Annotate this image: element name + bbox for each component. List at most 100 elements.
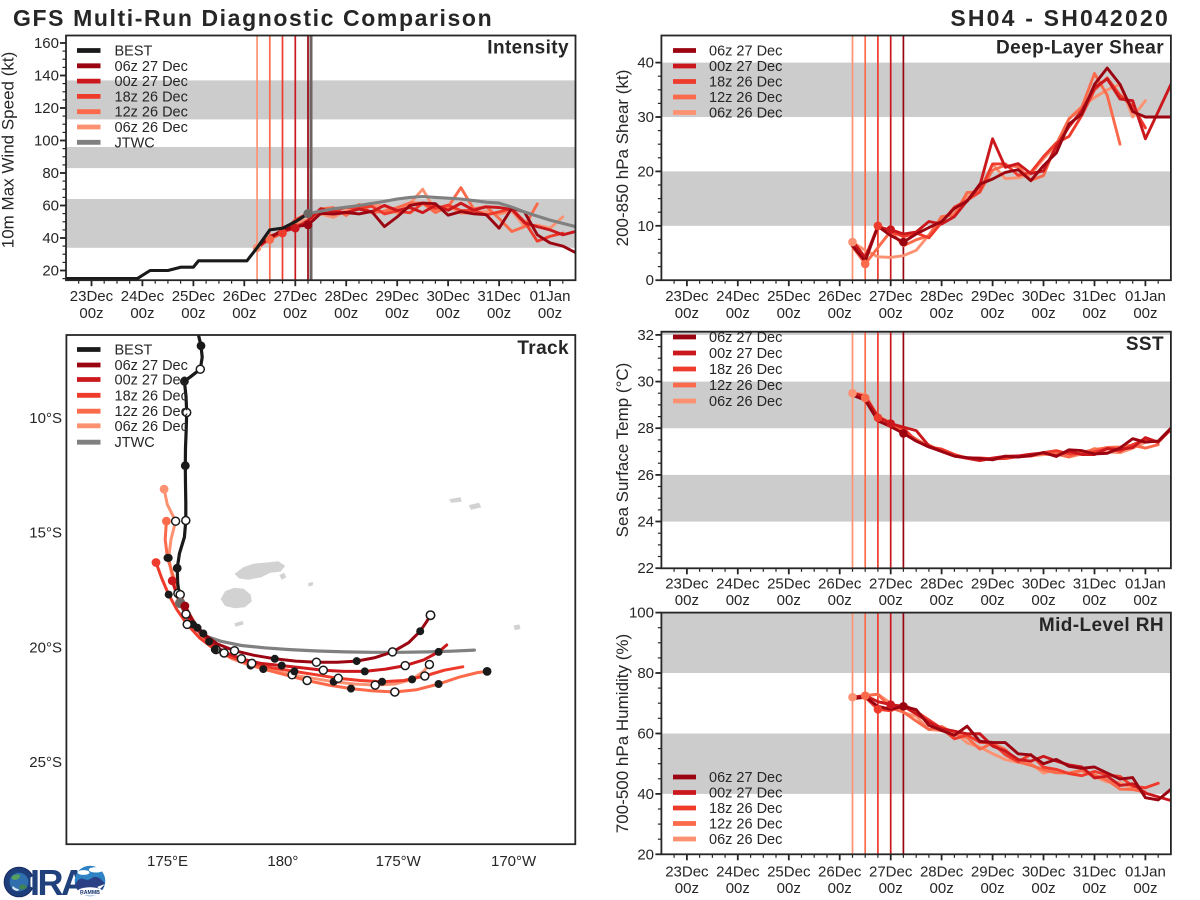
svg-text:12z 26 Dec: 12z 26 Dec <box>115 404 188 420</box>
svg-text:29Dec: 29Dec <box>971 576 1015 593</box>
svg-text:26Dec: 26Dec <box>223 288 267 305</box>
svg-text:18z 26 Dec: 18z 26 Dec <box>709 362 782 378</box>
svg-text:26Dec: 26Dec <box>818 864 862 881</box>
svg-text:30Dec: 30Dec <box>1022 288 1066 305</box>
svg-text:00z: 00z <box>1082 880 1106 897</box>
svg-text:12z 26 Dec: 12z 26 Dec <box>709 378 782 394</box>
svg-text:24: 24 <box>637 514 654 531</box>
svg-text:00z: 00z <box>1133 880 1157 897</box>
svg-text:29Dec: 29Dec <box>971 288 1015 305</box>
svg-text:24Dec: 24Dec <box>121 288 165 305</box>
svg-text:00z: 00z <box>675 592 699 609</box>
svg-text:00z: 00z <box>79 305 103 322</box>
svg-text:23Dec: 23Dec <box>70 288 114 305</box>
svg-text:23Dec: 23Dec <box>665 576 709 593</box>
svg-text:12z 26 Dec: 12z 26 Dec <box>115 105 188 121</box>
svg-text:BEST: BEST <box>115 343 153 359</box>
svg-text:26Dec: 26Dec <box>818 576 862 593</box>
svg-text:00z: 00z <box>980 305 1004 322</box>
svg-text:40: 40 <box>637 55 654 72</box>
svg-text:Sea Surface Temp (°C): Sea Surface Temp (°C) <box>613 363 632 538</box>
svg-text:31Dec: 31Dec <box>1073 288 1117 305</box>
svg-text:40: 40 <box>42 230 59 247</box>
svg-text:15°S: 15°S <box>29 525 62 542</box>
svg-text:10°S: 10°S <box>29 410 62 427</box>
svg-text:20°S: 20°S <box>29 639 62 656</box>
svg-text:175°W: 175°W <box>376 853 422 870</box>
svg-text:00z 27 Dec: 00z 27 Dec <box>709 346 782 362</box>
svg-text:00z: 00z <box>1031 592 1055 609</box>
svg-text:00z: 00z <box>828 592 852 609</box>
svg-text:06z 27 Dec: 06z 27 Dec <box>115 59 188 75</box>
svg-text:12z 26 Dec: 12z 26 Dec <box>709 817 782 833</box>
svg-text:00z: 00z <box>283 305 307 322</box>
svg-text:06z 27 Dec: 06z 27 Dec <box>709 770 782 786</box>
svg-text:00z: 00z <box>1133 305 1157 322</box>
svg-text:00z: 00z <box>930 880 954 897</box>
svg-text:00z: 00z <box>980 592 1004 609</box>
svg-text:23Dec: 23Dec <box>665 864 709 881</box>
svg-text:27Dec: 27Dec <box>869 864 913 881</box>
svg-text:GFS Multi-Run Diagnostic Compa: GFS Multi-Run Diagnostic Comparison <box>13 5 493 31</box>
svg-text:160: 160 <box>34 35 59 52</box>
svg-text:00z: 00z <box>879 592 903 609</box>
svg-text:28Dec: 28Dec <box>920 288 964 305</box>
svg-text:25Dec: 25Dec <box>767 288 811 305</box>
svg-text:32: 32 <box>637 327 654 344</box>
svg-text:00z: 00z <box>930 592 954 609</box>
svg-text:80: 80 <box>637 665 654 682</box>
svg-text:22: 22 <box>637 560 654 577</box>
svg-text:28: 28 <box>637 420 654 437</box>
svg-text:100: 100 <box>34 133 59 150</box>
svg-text:00z 27 Dec: 00z 27 Dec <box>709 786 782 802</box>
svg-text:30Dec: 30Dec <box>426 288 470 305</box>
svg-text:00z: 00z <box>385 305 409 322</box>
svg-text:10m Max Wind Speed (kt): 10m Max Wind Speed (kt) <box>0 52 18 249</box>
svg-text:180°: 180° <box>267 853 298 870</box>
svg-text:80: 80 <box>42 165 59 182</box>
svg-text:00z: 00z <box>1031 880 1055 897</box>
svg-text:200-850 hPa Shear (kt): 200-850 hPa Shear (kt) <box>613 70 632 247</box>
svg-text:25°S: 25°S <box>29 754 62 771</box>
svg-text:00z: 00z <box>1133 592 1157 609</box>
svg-text:01Jan: 01Jan <box>530 288 571 305</box>
svg-text:27Dec: 27Dec <box>869 576 913 593</box>
svg-text:26: 26 <box>637 467 654 484</box>
svg-text:31Dec: 31Dec <box>1073 864 1117 881</box>
svg-text:24Dec: 24Dec <box>716 576 760 593</box>
svg-text:170°W: 170°W <box>491 853 537 870</box>
svg-text:00z: 00z <box>1082 592 1106 609</box>
svg-text:06z 26 Dec: 06z 26 Dec <box>709 394 782 410</box>
svg-text:30: 30 <box>637 109 654 126</box>
svg-text:00z: 00z <box>538 305 562 322</box>
svg-text:01Jan: 01Jan <box>1125 864 1166 881</box>
svg-text:29Dec: 29Dec <box>971 864 1015 881</box>
svg-text:01Jan: 01Jan <box>1125 576 1166 593</box>
svg-text:28Dec: 28Dec <box>325 288 369 305</box>
svg-text:27Dec: 27Dec <box>869 288 913 305</box>
svg-text:28Dec: 28Dec <box>920 864 964 881</box>
svg-text:Deep-Layer Shear: Deep-Layer Shear <box>996 38 1164 59</box>
svg-text:00z: 00z <box>436 305 460 322</box>
svg-text:00z 27 Dec: 00z 27 Dec <box>115 373 188 389</box>
svg-text:00z: 00z <box>980 880 1004 897</box>
svg-text:00z: 00z <box>675 880 699 897</box>
svg-text:BEST: BEST <box>115 44 153 60</box>
svg-text:00z: 00z <box>777 592 801 609</box>
svg-text:06z 26 Dec: 06z 26 Dec <box>115 419 188 435</box>
svg-text:18z 26 Dec: 18z 26 Dec <box>115 388 188 404</box>
svg-text:24Dec: 24Dec <box>716 864 760 881</box>
svg-text:06z 26 Dec: 06z 26 Dec <box>115 120 188 136</box>
svg-text:00z 27 Dec: 00z 27 Dec <box>709 59 782 75</box>
svg-text:SST: SST <box>1126 334 1164 355</box>
svg-text:00z: 00z <box>1031 305 1055 322</box>
svg-text:12z 26 Dec: 12z 26 Dec <box>709 90 782 106</box>
svg-text:06z 27 Dec: 06z 27 Dec <box>115 358 188 374</box>
svg-text:18z 26 Dec: 18z 26 Dec <box>709 801 782 817</box>
svg-text:60: 60 <box>637 725 654 742</box>
svg-text:00z: 00z <box>828 880 852 897</box>
svg-text:00z: 00z <box>930 305 954 322</box>
svg-text:10: 10 <box>637 218 654 235</box>
svg-text:26Dec: 26Dec <box>818 288 862 305</box>
svg-text:24Dec: 24Dec <box>716 288 760 305</box>
